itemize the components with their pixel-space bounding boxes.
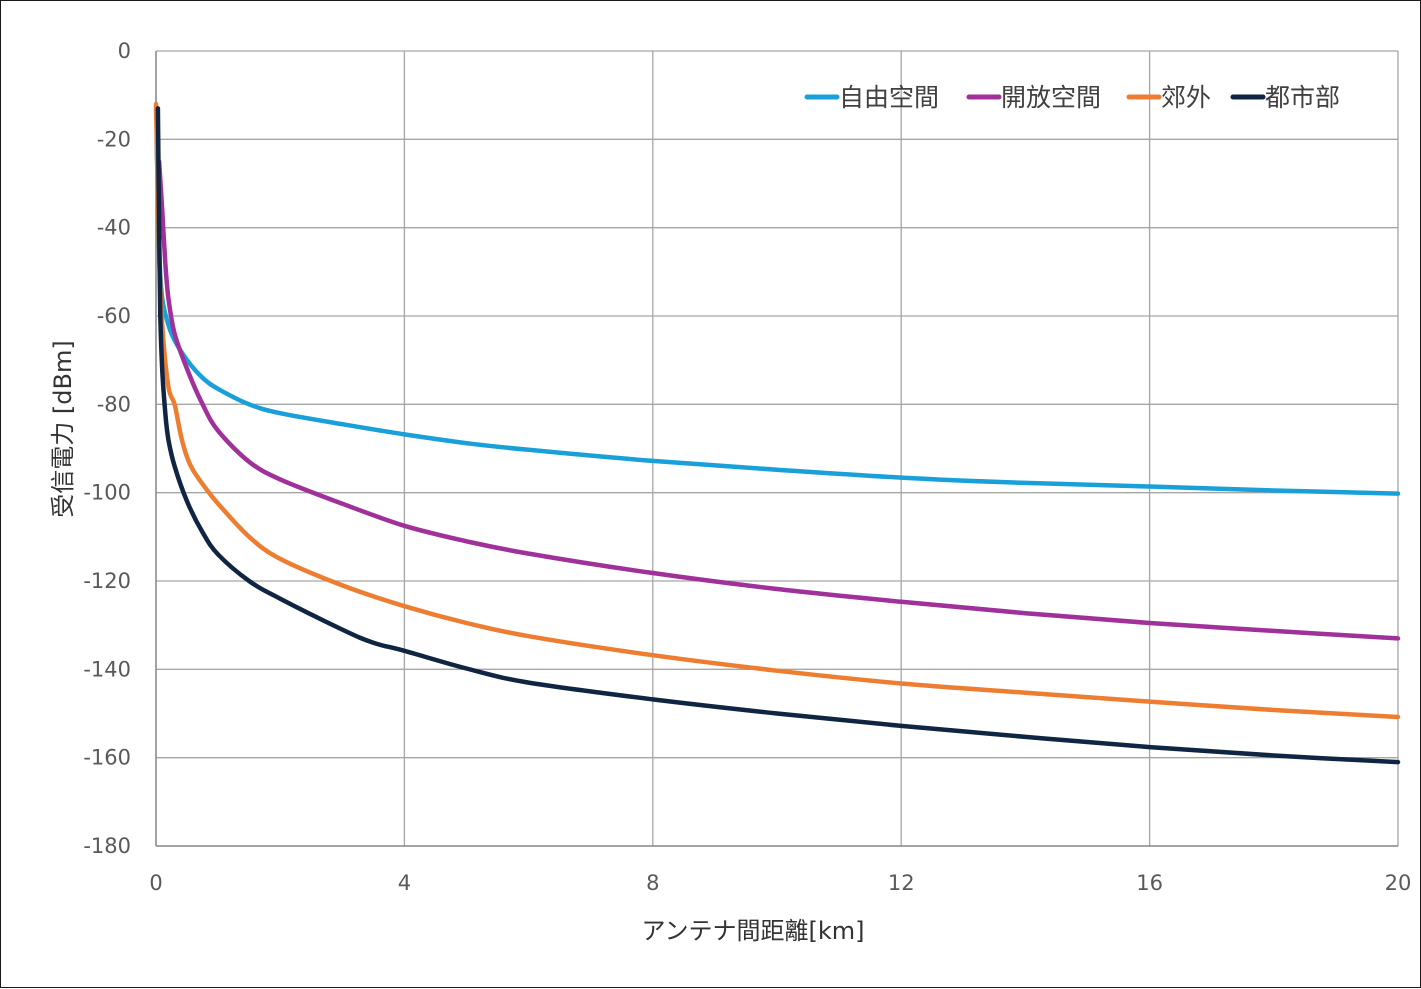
legend: 自由空間 開放空間 郊外 都市部 <box>804 83 1340 112</box>
legend-label: 都市部 <box>1265 83 1340 112</box>
y-tick-label: -140 <box>83 657 131 681</box>
x-axis-title: アンテナ間距離[km] <box>641 917 864 945</box>
x-tick-label: 0 <box>149 871 162 895</box>
y-tick-label: -100 <box>83 481 131 505</box>
y-tick-label: -120 <box>83 569 131 593</box>
y-tick-label: -160 <box>83 746 131 770</box>
tick-labels: 0 -20 -40 -60 -80 -100 -120 -140 -160 -180 0 4 8 12 16… <box>83 39 1411 895</box>
y-tick-label: -180 <box>83 834 131 858</box>
legend-label: 郊外 <box>1161 83 1211 112</box>
series-line-3 <box>153 101 1401 720</box>
y-tick-label: -20 <box>97 127 131 151</box>
x-tick-label: 8 <box>646 871 659 895</box>
x-tick-label: 4 <box>398 871 411 895</box>
x-tick-label: 12 <box>888 871 915 895</box>
series-line-2 <box>156 159 1401 641</box>
y-tick-label: -40 <box>97 216 131 240</box>
series-line-1 <box>154 137 1401 496</box>
y-tick-label: 0 <box>118 39 131 63</box>
gridlines <box>155 50 1399 847</box>
series-line-4 <box>155 106 1401 765</box>
y-tick-label: -80 <box>97 392 131 416</box>
x-tick-label: 16 <box>1136 871 1163 895</box>
axes <box>155 51 1398 847</box>
legend-label: 自由空間 <box>839 83 939 112</box>
x-tick-label: 20 <box>1385 871 1412 895</box>
series-lines <box>153 101 1401 765</box>
y-tick-label: -60 <box>97 304 131 328</box>
legend-label: 開放空間 <box>1001 83 1101 112</box>
y-axis-title: 受信電力 [dBm] <box>49 340 77 517</box>
